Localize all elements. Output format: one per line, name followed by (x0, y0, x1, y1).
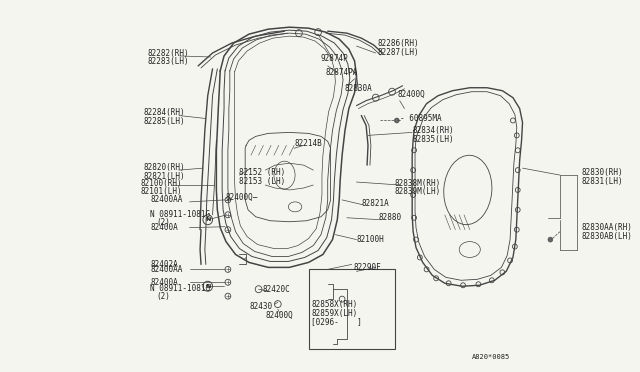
Text: N: N (205, 217, 211, 222)
Text: 82400A: 82400A (150, 278, 178, 287)
Text: 82402A: 82402A (150, 260, 178, 269)
Text: 82830A: 82830A (345, 84, 372, 93)
Text: 82821A: 82821A (362, 199, 389, 208)
Text: 82100H: 82100H (356, 235, 384, 244)
Text: 82400Q: 82400Q (398, 90, 426, 99)
Text: 82400A: 82400A (150, 223, 178, 232)
Text: N 08911-1081G: N 08911-1081G (150, 210, 211, 219)
Text: 82831(LH): 82831(LH) (581, 177, 623, 186)
Text: [0296-    ]: [0296- ] (312, 317, 362, 327)
Text: 82820(RH): 82820(RH) (143, 163, 185, 171)
Text: 82830AA(RH): 82830AA(RH) (581, 223, 632, 232)
Text: 82830AB(LH): 82830AB(LH) (581, 232, 632, 241)
Text: 82285(LH): 82285(LH) (143, 117, 185, 126)
Text: 82153 (LH): 82153 (LH) (239, 177, 285, 186)
Circle shape (548, 237, 553, 242)
Text: N: N (205, 284, 211, 289)
Text: (2): (2) (157, 292, 171, 301)
Text: 82287(LH): 82287(LH) (378, 48, 419, 57)
Text: 82282(RH): 82282(RH) (147, 48, 189, 58)
Text: 82835(LH): 82835(LH) (412, 135, 454, 144)
Text: 82880: 82880 (379, 213, 402, 222)
Text: 82400AA: 82400AA (150, 265, 182, 274)
Text: 82290F: 82290F (354, 263, 381, 272)
Text: 82152 (RH): 82152 (RH) (239, 168, 285, 177)
Circle shape (394, 118, 399, 123)
Text: 82821(LH): 82821(LH) (143, 171, 185, 180)
Text: 92874P: 92874P (320, 54, 348, 64)
Text: 82400Q—: 82400Q— (226, 193, 259, 202)
Text: 82430: 82430 (249, 302, 272, 311)
Text: 82858X(RH): 82858X(RH) (312, 299, 358, 309)
Text: 82283(LH): 82283(LH) (147, 57, 189, 67)
Text: A820*0085: A820*0085 (472, 354, 510, 360)
Text: 82838M(RH): 82838M(RH) (395, 179, 441, 187)
Text: 82874PA: 82874PA (326, 68, 358, 77)
Text: N 08911-1081G: N 08911-1081G (150, 284, 211, 293)
Text: 82400AA: 82400AA (150, 195, 182, 204)
Text: 82101(LH): 82101(LH) (141, 187, 182, 196)
Text: 82284(RH): 82284(RH) (143, 108, 185, 117)
Text: 82839M(LH): 82839M(LH) (395, 187, 441, 196)
Text: (2): (2) (157, 218, 171, 227)
Text: 82100(RH): 82100(RH) (141, 179, 182, 187)
Bar (308, 269, 395, 349)
Text: 82834(RH): 82834(RH) (412, 126, 454, 135)
Text: 82400Q: 82400Q (266, 311, 293, 320)
Text: 82830(RH): 82830(RH) (581, 168, 623, 177)
Text: - 60895MA: - 60895MA (400, 114, 442, 123)
Text: 82859X(LH): 82859X(LH) (312, 308, 358, 318)
Text: 82286(RH): 82286(RH) (378, 39, 419, 48)
Text: 82420C: 82420C (262, 285, 290, 294)
Text: 82214B: 82214B (294, 139, 322, 148)
